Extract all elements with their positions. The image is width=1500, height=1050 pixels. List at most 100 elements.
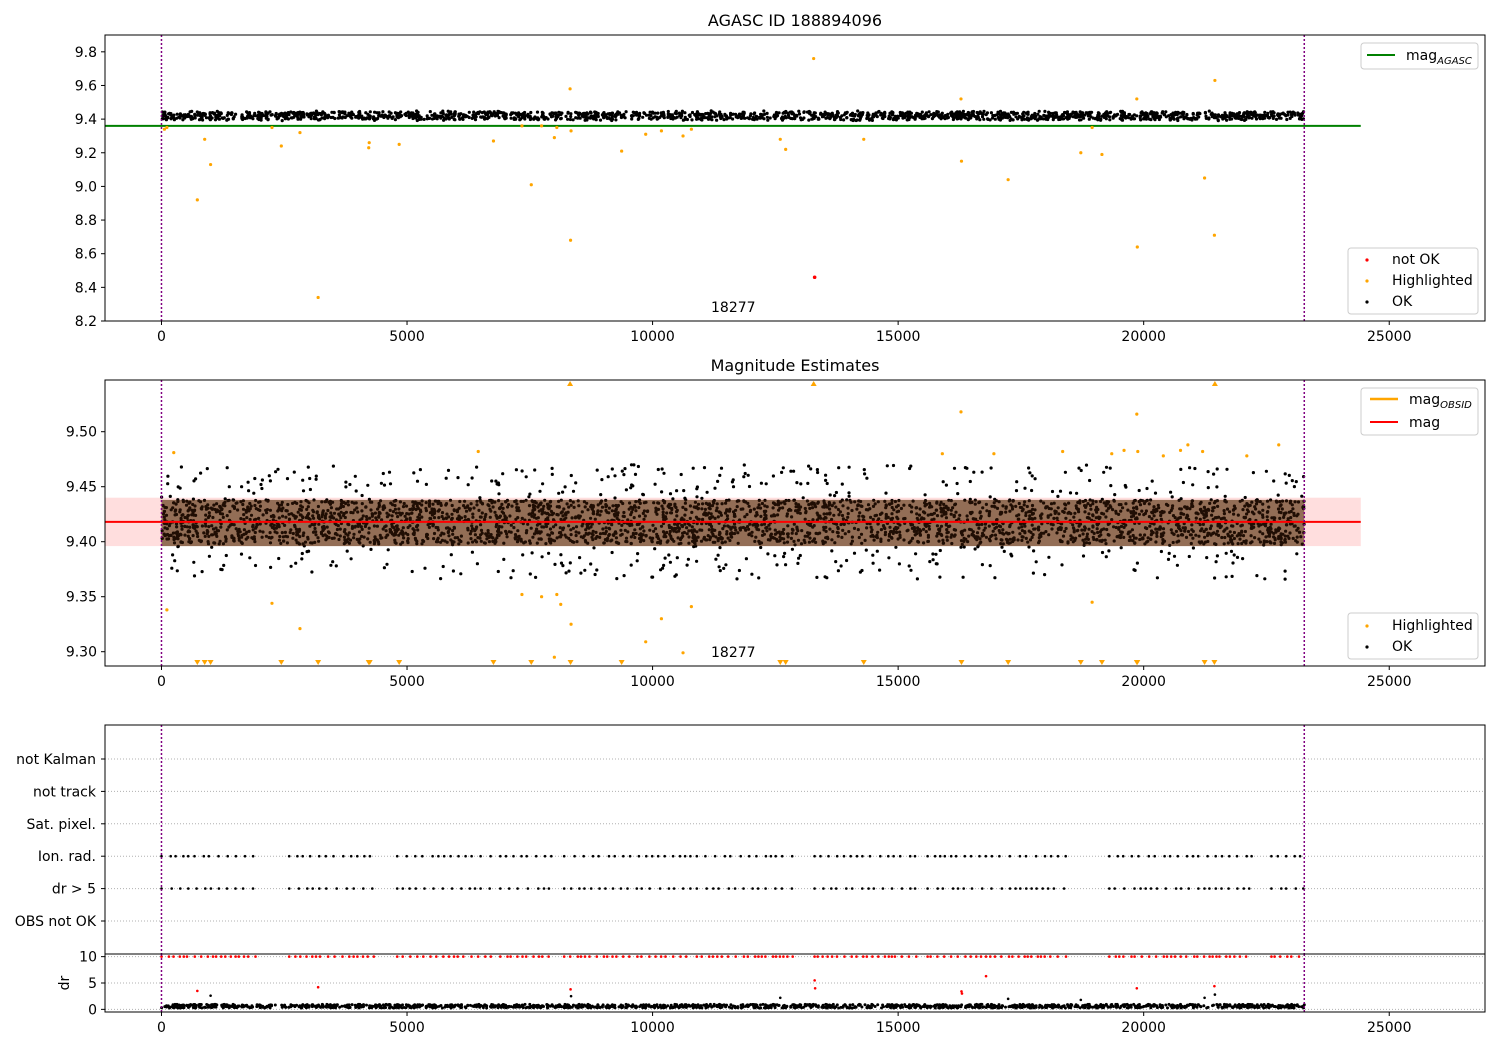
ok-point <box>673 111 677 115</box>
ok-point <box>1235 555 1240 560</box>
ok-point <box>1147 117 1152 121</box>
ok-point <box>220 568 224 572</box>
highlighted-point <box>298 130 302 135</box>
ok-point <box>473 118 478 122</box>
ok-point <box>561 564 565 568</box>
ok-point <box>734 112 738 116</box>
ok-point <box>914 552 918 556</box>
ok-point <box>834 115 838 119</box>
ok-point <box>286 111 290 115</box>
ok-point <box>389 111 393 115</box>
ok-point <box>569 114 573 119</box>
highlighted-point <box>1090 125 1094 130</box>
ok-point <box>1131 114 1135 118</box>
ok-point <box>894 545 898 549</box>
ok-point <box>968 479 972 484</box>
ok-point <box>766 118 770 122</box>
ok-point <box>780 470 784 474</box>
ok-point <box>511 111 515 115</box>
highlighted-point <box>778 137 782 141</box>
ok-point <box>635 559 639 563</box>
ok-point <box>854 118 858 123</box>
ok-point <box>660 490 664 494</box>
ok-point <box>372 115 376 119</box>
ok-point <box>842 118 846 122</box>
ok-point <box>790 547 795 551</box>
ok-point <box>1296 111 1300 115</box>
ok-point <box>1206 470 1210 474</box>
ok-point <box>341 110 345 114</box>
ok-point <box>1155 576 1159 580</box>
ok-point <box>259 482 263 487</box>
highlighted-point <box>397 142 401 146</box>
ok-point <box>656 111 660 115</box>
ok-point <box>1274 117 1279 121</box>
ok-point <box>1286 110 1290 114</box>
ok-point <box>666 112 670 116</box>
ok-point <box>908 110 912 114</box>
ok-point <box>700 496 704 500</box>
ok-point <box>772 113 777 117</box>
ok-point <box>1096 118 1100 122</box>
ok-point <box>793 116 797 121</box>
ok-point <box>631 110 635 114</box>
y-tick-label: 8.6 <box>75 247 97 263</box>
ok-point <box>938 575 942 579</box>
highlighted-point <box>1212 233 1217 237</box>
ok-point <box>1071 115 1075 119</box>
ok-legend-marker <box>1365 300 1369 304</box>
ok-point <box>583 568 587 572</box>
ok-point <box>528 572 532 576</box>
ok-point <box>845 558 849 563</box>
ok-point <box>824 478 828 482</box>
ok-point <box>260 486 264 491</box>
ok-point <box>1167 551 1171 556</box>
ok-point <box>1005 112 1009 116</box>
ok-point <box>870 116 874 120</box>
ok-point <box>245 110 249 114</box>
ok-point <box>422 117 426 121</box>
ok-point <box>1091 116 1095 120</box>
ok-point <box>667 553 671 557</box>
ok-point <box>706 111 710 115</box>
ok-point <box>857 113 861 117</box>
ok-point <box>436 115 440 119</box>
ok-point <box>264 110 268 114</box>
ok-point <box>438 115 442 119</box>
ok-point <box>382 483 387 487</box>
ok-point <box>759 545 763 550</box>
ok-point <box>193 116 197 120</box>
ok-point <box>757 115 762 119</box>
ok-point <box>501 111 506 115</box>
ok-point <box>496 481 500 485</box>
ok-point <box>858 116 863 121</box>
ok-point <box>814 115 818 119</box>
ok-point <box>1224 575 1228 579</box>
ok-point <box>595 568 599 572</box>
ok-point <box>694 112 698 116</box>
ok-point <box>168 111 172 115</box>
highlighted-point <box>1100 152 1104 157</box>
ok-point <box>946 112 950 116</box>
highlighted-point <box>195 198 199 202</box>
ok-point <box>1108 118 1112 122</box>
ok-point <box>817 117 821 121</box>
ok-point <box>566 111 570 115</box>
ok-point <box>606 112 610 116</box>
ok-point <box>461 117 465 121</box>
ok-point <box>866 111 870 115</box>
ok-point <box>425 114 429 118</box>
ok-point <box>1079 468 1083 473</box>
ok-point <box>1194 116 1198 121</box>
ok-point <box>856 109 860 113</box>
ok-point <box>379 114 383 118</box>
ok-point <box>240 485 244 489</box>
ok-point <box>424 482 428 486</box>
ok-point <box>690 110 695 115</box>
ok-point <box>1241 113 1245 117</box>
ok-point <box>833 494 837 498</box>
ok-point <box>690 118 694 122</box>
ok-point <box>913 113 918 117</box>
ok-point <box>292 115 296 119</box>
ok-point <box>1264 469 1268 473</box>
